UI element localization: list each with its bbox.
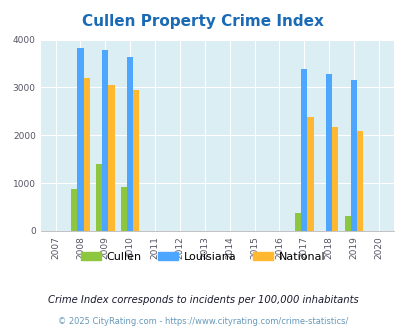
Bar [356,130,362,231]
Bar [83,78,90,231]
Bar [96,164,102,231]
Bar [325,74,331,231]
Bar [121,187,127,231]
Bar [331,127,338,231]
Bar [350,80,356,231]
Legend: Cullen, Louisiana, National: Cullen, Louisiana, National [76,248,329,267]
Bar [127,57,133,231]
Bar [77,48,83,231]
Text: Cullen Property Crime Index: Cullen Property Crime Index [82,14,323,29]
Bar [108,85,114,231]
Bar [133,90,139,231]
Bar [102,50,108,231]
Text: Crime Index corresponds to incidents per 100,000 inhabitants: Crime Index corresponds to incidents per… [47,295,358,305]
Bar [301,69,307,231]
Bar [344,216,350,231]
Text: © 2025 CityRating.com - https://www.cityrating.com/crime-statistics/: © 2025 CityRating.com - https://www.city… [58,317,347,326]
Bar [307,117,313,231]
Bar [71,189,77,231]
Bar [294,213,301,231]
